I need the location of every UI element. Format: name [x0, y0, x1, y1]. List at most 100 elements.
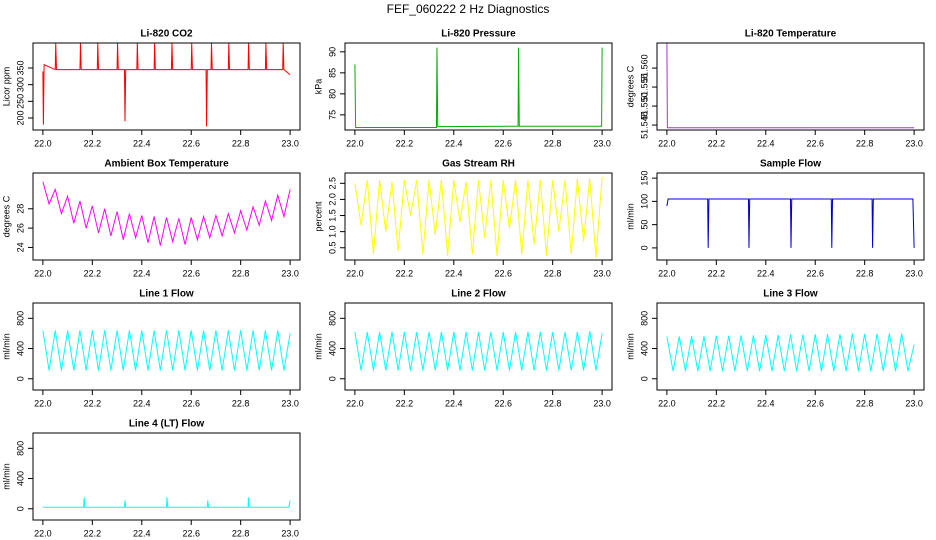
y-tick-label: 26 [15, 223, 25, 233]
x-tick-label: 23.0 [281, 138, 299, 148]
x-tick-label: 22.6 [494, 138, 512, 148]
y-tick-label: 800 [327, 311, 337, 326]
x-tick-label: 22.6 [182, 138, 200, 148]
x-tick-label: 22.4 [133, 398, 151, 408]
x-tick-label: 22.2 [708, 268, 726, 278]
y-tick-label: 0 [639, 245, 649, 250]
y-tick-label: 75 [327, 110, 337, 120]
data-line [42, 181, 291, 246]
x-tick-label: 22.8 [856, 268, 874, 278]
y-axis-label: degrees C [625, 65, 635, 107]
panel: Line 2 Flow ml/min 22.0 22.2 22.4 22.6 22.8 23.… [313, 289, 613, 408]
x-tick-label: 22.6 [182, 528, 200, 538]
x-tick-label: 22.4 [445, 398, 463, 408]
x-tick-label: 23.0 [905, 138, 923, 148]
y-tick-label: 100 [639, 194, 649, 209]
x-tick-label: 23.0 [593, 138, 611, 148]
panel-title: Li-820 Pressure [441, 29, 516, 40]
y-tick-label: 0.5 [327, 241, 337, 254]
data-line [354, 331, 603, 371]
y-tick-label: 400 [15, 471, 25, 486]
panel: Sample Flow ml/min 22.0 22.2 22.4 22.6 22.8 23.… [625, 159, 925, 278]
panel-title: Line 1 Flow [139, 289, 194, 300]
y-axis-label: ml/min [1, 463, 11, 490]
y-tick-label: 1.0 [327, 225, 337, 238]
panel: Line 3 Flow ml/min 22.0 22.2 22.4 22.6 22.8 23.… [625, 289, 925, 408]
x-tick-label: 23.0 [905, 398, 923, 408]
x-tick-label: 22.6 [182, 268, 200, 278]
panel-title: Li-820 Temperature [745, 29, 837, 40]
panel-title: Line 3 Flow [763, 289, 818, 300]
y-axis-label: kPa [313, 79, 323, 95]
y-tick-label: 400 [639, 341, 649, 356]
panel-title: Gas Stream RH [442, 159, 515, 170]
y-tick-label: 200 [15, 110, 25, 125]
panel: Li-820 CO2 Licor ppm 22.0 22.2 22.4 22.6 22.8 2… [1, 29, 301, 148]
x-tick-label: 22.6 [494, 398, 512, 408]
x-tick-label: 22.8 [544, 268, 562, 278]
panel: Line 1 Flow ml/min 22.0 22.2 22.4 22.6 22.8 23.… [1, 289, 301, 408]
plot-frame [344, 302, 613, 391]
x-tick-label: 22.0 [346, 138, 364, 148]
x-tick-label: 22.2 [84, 398, 102, 408]
x-tick-label: 22.6 [182, 398, 200, 408]
y-tick-label: 0 [15, 506, 25, 511]
x-tick-label: 22.8 [544, 398, 562, 408]
y-axis-label: ml/min [625, 203, 635, 230]
x-tick-label: 23.0 [281, 528, 299, 538]
x-tick-label: 22.4 [133, 528, 151, 538]
x-tick-label: 23.0 [281, 268, 299, 278]
panel: Line 4 (LT) Flow ml/min 22.0 22.2 22.4 22.6 22… [1, 419, 301, 538]
panel: Ambient Box Temperature degrees C 22.0 22.2… [1, 159, 301, 278]
super-title: FEF_060222 2 Hz Diagnostics [387, 2, 550, 16]
y-tick-label: 800 [15, 311, 25, 326]
data-line [354, 47, 603, 128]
x-tick-label: 22.4 [757, 398, 775, 408]
x-tick-label: 22.8 [232, 268, 250, 278]
y-axis-label: ml/min [625, 333, 635, 360]
y-tick-label: 400 [327, 341, 337, 356]
x-tick-label: 22.2 [708, 138, 726, 148]
x-tick-label: 23.0 [593, 398, 611, 408]
x-tick-label: 22.2 [396, 398, 414, 408]
y-tick-label: 85 [327, 68, 337, 78]
x-tick-label: 22.0 [346, 398, 364, 408]
x-tick-label: 22.4 [445, 268, 463, 278]
y-tick-label: 0 [639, 376, 649, 381]
x-tick-label: 22.0 [34, 138, 52, 148]
x-tick-label: 22.0 [346, 268, 364, 278]
panel-title: Line 2 Flow [451, 289, 506, 300]
x-tick-label: 22.8 [232, 138, 250, 148]
y-axis-label: percent [313, 201, 323, 232]
y-tick-label: 51.555 [639, 73, 649, 101]
x-tick-label: 22.0 [34, 398, 52, 408]
data-line [666, 198, 915, 248]
y-tick-label: 24 [15, 242, 25, 252]
x-tick-label: 22.4 [133, 268, 151, 278]
plot-frame [656, 42, 925, 131]
data-line [666, 333, 915, 372]
y-axis-label: ml/min [313, 333, 323, 360]
y-axis-label: ml/min [1, 333, 11, 360]
x-tick-label: 23.0 [281, 398, 299, 408]
plot-frame [344, 172, 613, 261]
panel: Li-820 Pressure kPa 22.0 22.2 22.4 22.6 22.8 23… [313, 29, 613, 148]
y-tick-label: 0 [15, 376, 25, 381]
data-line [42, 497, 291, 508]
y-tick-label: 0 [327, 376, 337, 381]
x-tick-label: 22.0 [658, 138, 676, 148]
x-tick-label: 22.6 [806, 398, 824, 408]
y-tick-label: 300 [15, 77, 25, 92]
y-tick-label: 350 [15, 60, 25, 75]
data-line [666, 43, 915, 129]
y-tick-label: 800 [639, 311, 649, 326]
plot-frame [32, 172, 301, 261]
panel: Li-820 Temperature degrees C 22.0 22.2 22.4 2… [625, 29, 925, 148]
plot-frame [32, 432, 301, 521]
x-tick-label: 22.2 [396, 268, 414, 278]
x-tick-label: 22.4 [133, 138, 151, 148]
x-tick-label: 22.2 [84, 528, 102, 538]
y-tick-label: 51.545 [639, 111, 649, 139]
y-tick-label: 51.550 [639, 92, 649, 120]
plot-frame [32, 302, 301, 391]
